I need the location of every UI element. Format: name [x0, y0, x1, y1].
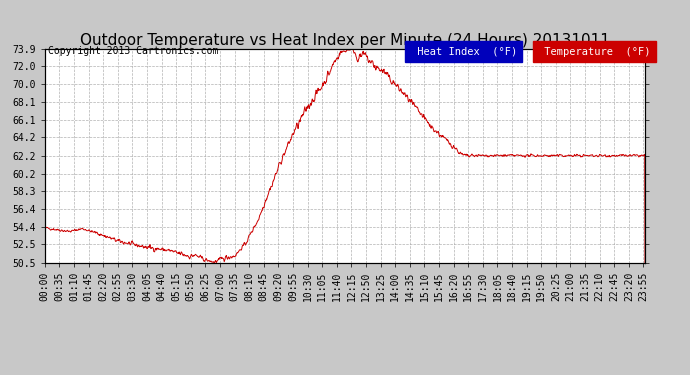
- Title: Outdoor Temperature vs Heat Index per Minute (24 Hours) 20131011: Outdoor Temperature vs Heat Index per Mi…: [80, 33, 610, 48]
- Text: Temperature  (°F): Temperature (°F): [538, 47, 651, 57]
- Text: Copyright 2013 Cartronics.com: Copyright 2013 Cartronics.com: [48, 46, 219, 56]
- Text: Heat Index  (°F): Heat Index (°F): [411, 47, 517, 57]
